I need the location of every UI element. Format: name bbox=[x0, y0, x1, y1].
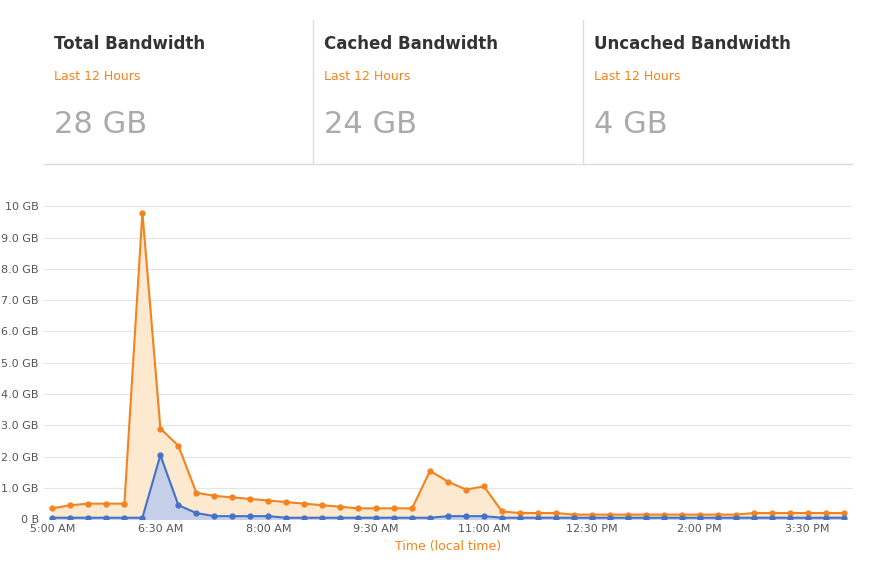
Text: Cached Bandwidth: Cached Bandwidth bbox=[323, 35, 497, 53]
Text: Total Bandwidth: Total Bandwidth bbox=[54, 35, 205, 53]
Text: 28 GB: 28 GB bbox=[54, 110, 147, 139]
Text: 24 GB: 24 GB bbox=[323, 110, 416, 139]
X-axis label: Time (local time): Time (local time) bbox=[395, 539, 501, 553]
Text: Uncached Bandwidth: Uncached Bandwidth bbox=[593, 35, 790, 53]
Text: 4 GB: 4 GB bbox=[593, 110, 667, 139]
Text: Last 12 Hours: Last 12 Hours bbox=[593, 70, 680, 83]
Text: Last 12 Hours: Last 12 Hours bbox=[54, 70, 141, 83]
Text: Last 12 Hours: Last 12 Hours bbox=[323, 70, 410, 83]
